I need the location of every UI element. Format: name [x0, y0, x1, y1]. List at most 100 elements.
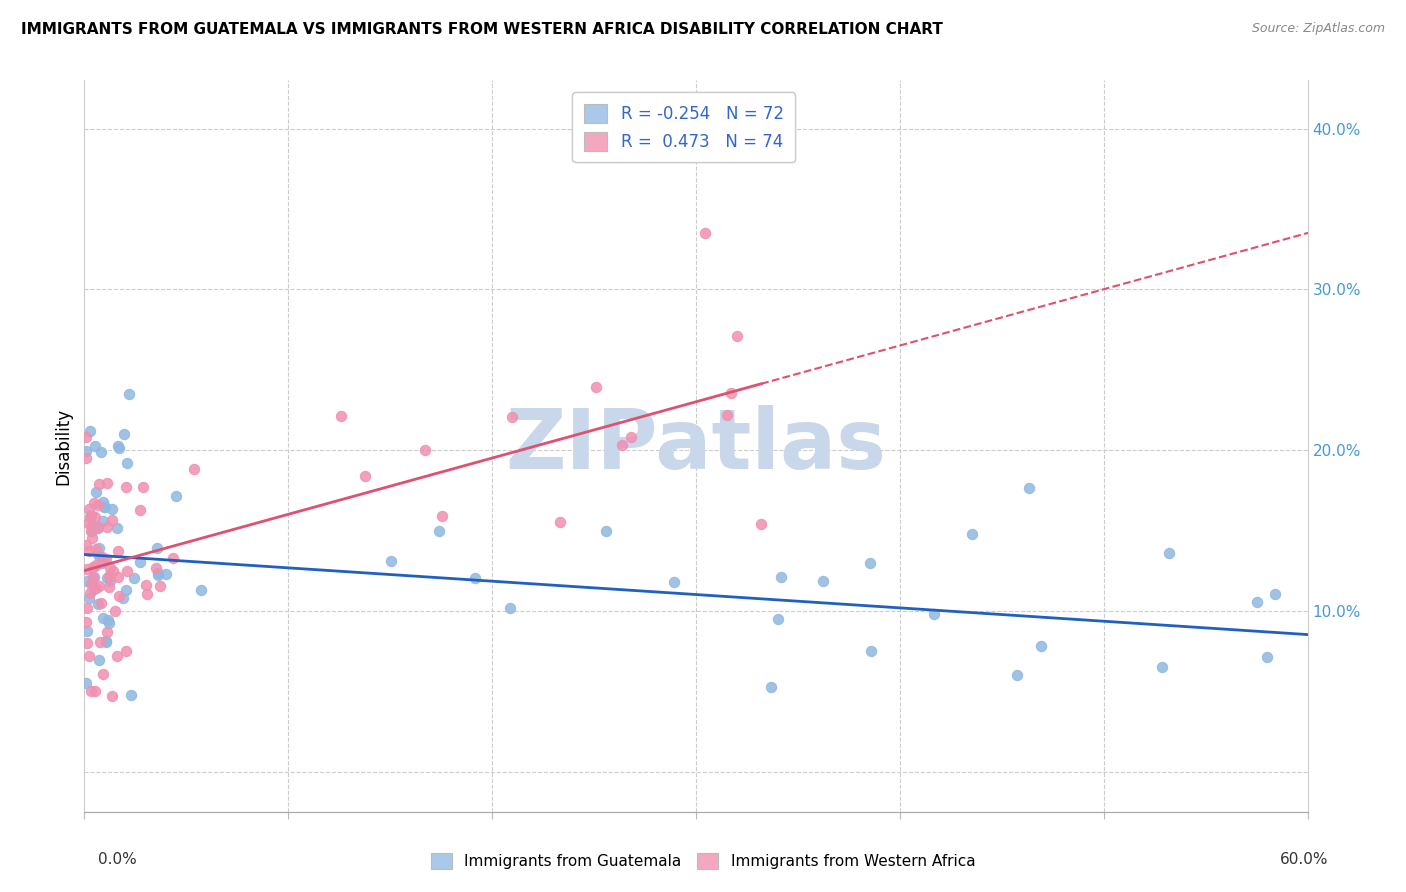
- Point: [114, 583, 136, 598]
- Point: [585, 380, 607, 394]
- Point: [82, 570, 104, 584]
- Y-axis label: Disability: Disability: [55, 408, 73, 484]
- Point: [93, 500, 115, 515]
- Point: [162, 550, 184, 565]
- Point: [98, 580, 121, 594]
- Point: [354, 469, 377, 483]
- Point: [329, 409, 352, 423]
- Point: [90, 596, 112, 610]
- Point: [84, 541, 107, 556]
- Point: [79, 544, 101, 558]
- Point: [117, 565, 139, 579]
- Point: [922, 607, 945, 621]
- Point: [860, 644, 883, 658]
- Point: [87, 541, 110, 555]
- Point: [84, 558, 107, 573]
- Point: [91, 495, 114, 509]
- Point: [136, 587, 159, 601]
- Point: [89, 635, 111, 649]
- Point: [94, 635, 117, 649]
- Point: [146, 566, 169, 581]
- Point: [146, 541, 169, 555]
- Point: [87, 653, 110, 667]
- Point: [84, 485, 107, 500]
- Point: [77, 591, 100, 605]
- Point: [90, 445, 112, 459]
- Point: [77, 648, 100, 663]
- Point: [427, 524, 450, 538]
- Point: [107, 439, 129, 453]
- Point: [75, 430, 97, 444]
- Text: 0.0%: 0.0%: [98, 852, 138, 867]
- Point: [91, 556, 114, 570]
- Point: [80, 524, 103, 538]
- Point: [108, 589, 131, 603]
- Point: [87, 498, 110, 512]
- Point: [100, 513, 122, 527]
- Point: [501, 410, 523, 425]
- Point: [610, 438, 633, 452]
- Point: [87, 549, 110, 564]
- Point: [77, 502, 100, 516]
- Point: [76, 624, 98, 638]
- Point: [94, 500, 117, 514]
- Point: [770, 570, 793, 584]
- Point: [82, 560, 104, 574]
- Point: [101, 502, 124, 516]
- Point: [1005, 667, 1028, 681]
- Point: [101, 564, 124, 578]
- Point: [145, 561, 167, 575]
- Point: [76, 574, 98, 589]
- Point: [82, 518, 104, 533]
- Point: [93, 554, 115, 568]
- Text: Source: ZipAtlas.com: Source: ZipAtlas.com: [1251, 22, 1385, 36]
- Point: [96, 571, 118, 585]
- Point: [86, 519, 108, 533]
- Point: [155, 566, 177, 581]
- Legend: Immigrants from Guatemala, Immigrants from Western Africa: Immigrants from Guatemala, Immigrants fr…: [425, 847, 981, 875]
- Point: [76, 636, 98, 650]
- Point: [80, 576, 103, 591]
- Point: [94, 634, 117, 648]
- Point: [1152, 660, 1174, 674]
- Point: [859, 556, 882, 570]
- Point: [79, 510, 101, 524]
- Point: [75, 443, 97, 458]
- Point: [960, 527, 983, 541]
- Point: [86, 521, 108, 535]
- Point: [83, 439, 105, 453]
- Point: [91, 514, 114, 528]
- Point: [128, 503, 150, 517]
- Point: [1264, 587, 1286, 601]
- Point: [83, 570, 105, 584]
- Point: [413, 442, 436, 457]
- Point: [595, 524, 617, 538]
- Point: [96, 476, 118, 491]
- Point: [98, 570, 121, 584]
- Point: [620, 430, 643, 444]
- Point: [380, 554, 402, 568]
- Text: ZIPatlas: ZIPatlas: [506, 406, 886, 486]
- Point: [91, 549, 114, 564]
- Point: [766, 612, 789, 626]
- Point: [120, 689, 142, 703]
- Point: [75, 676, 97, 690]
- Point: [97, 615, 120, 630]
- Point: [105, 521, 128, 535]
- Point: [759, 680, 782, 694]
- Point: [430, 509, 453, 524]
- Point: [725, 329, 748, 343]
- Point: [75, 538, 97, 552]
- Point: [1029, 639, 1052, 653]
- Point: [96, 625, 118, 640]
- Point: [1018, 481, 1040, 495]
- Point: [80, 524, 103, 538]
- Point: [112, 591, 135, 606]
- Point: [1246, 595, 1268, 609]
- Point: [83, 496, 105, 510]
- Point: [813, 574, 835, 588]
- Point: [129, 555, 152, 569]
- Point: [79, 424, 101, 438]
- Point: [118, 387, 141, 401]
- Point: [97, 613, 120, 627]
